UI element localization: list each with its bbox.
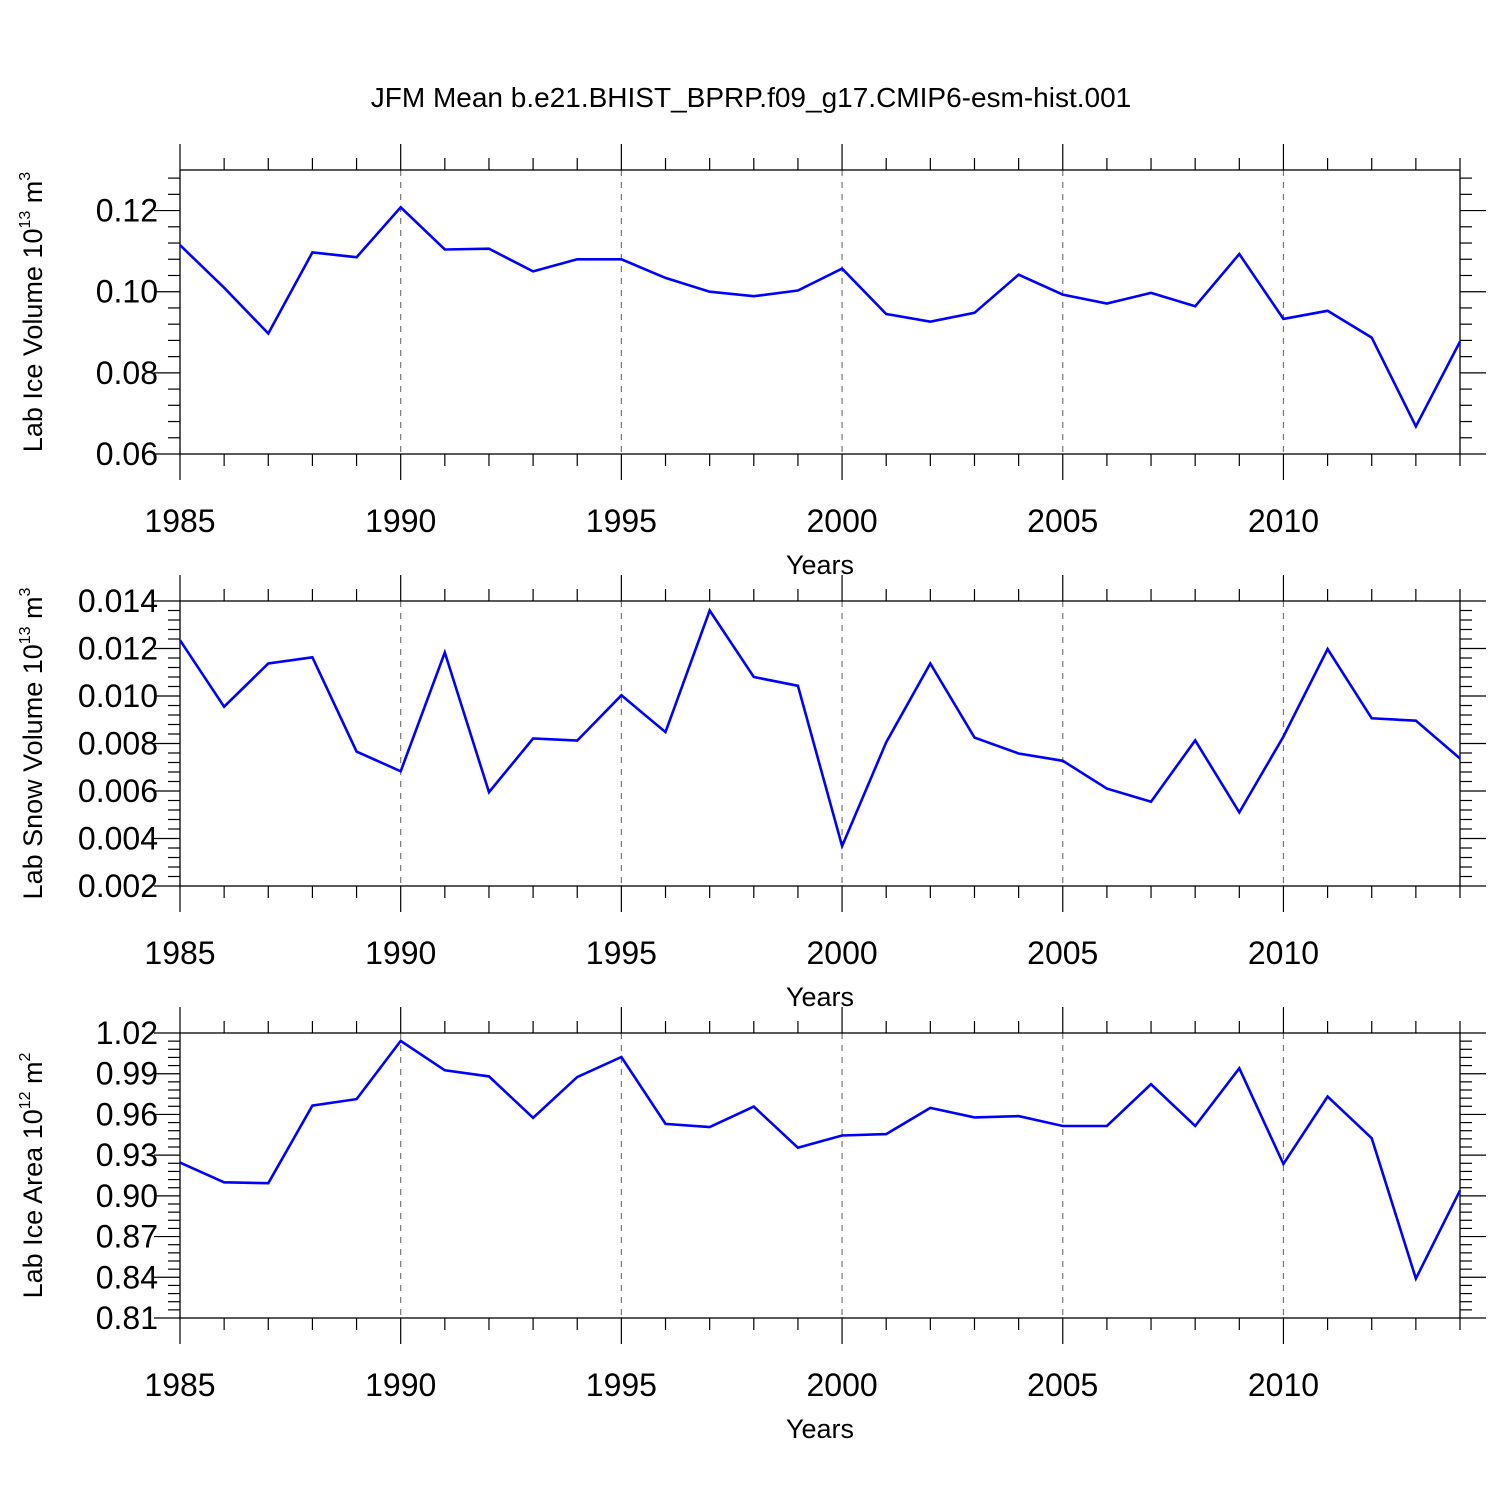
panels: 1985 1990 1995 2000 2005 2010 Years 0.06 0.08 0.1… [17,144,1486,1444]
y-axis-title-unit: m [18,596,48,626]
x-tick-label-1985: 1985 [144,503,215,539]
panel-snow-volume: 1985 1990 1995 2000 2005 2010 Years 0.002 0.004 0… [17,575,1486,1012]
y-tick-label: 0.87 [96,1219,158,1255]
x-axis-title: Years [786,550,854,580]
series-line-ice-area [179,1039,1462,1283]
x-tick-label-2000: 2000 [806,1367,877,1403]
y-axis-title-unit-exponent: 3 [17,172,34,181]
x-tick-label-1990: 1990 [365,1367,436,1403]
x-tick-label-2010: 2010 [1248,935,1319,971]
y-tick-label: 0.010 [78,678,158,714]
y-tick-label: 0.93 [96,1137,158,1173]
panel-ice-area: 1985 1990 1995 2000 2005 2010 Years 0.81 0.84 0.8… [17,1007,1486,1444]
plot-frame [179,600,1461,887]
y-tick-label: 0.012 [78,631,158,667]
series-line-ice-volume [179,205,1462,430]
x-axis-title: Years [786,982,854,1012]
y-tick-label: 0.84 [96,1259,158,1295]
y-axis-title-unit: m [18,1061,48,1091]
x-tick-label-1990: 1990 [365,503,436,539]
series-line-snow-volume [178,607,1461,851]
y-tick-label: 0.96 [96,1096,158,1132]
x-tick-label-2005: 2005 [1027,935,1098,971]
x-tick-label-1995: 1995 [586,503,657,539]
x-tick-label-2000: 2000 [806,935,877,971]
x-tick-label-2005: 2005 [1027,1367,1098,1403]
y-axis-title-text: Lab Ice Area 10 [18,1109,48,1298]
y-tick-label: 0.008 [78,726,158,762]
plot-frame [179,169,1461,455]
y-axis-title-unit-exponent: 3 [17,587,34,596]
y-axis-title-exponent: 13 [17,626,34,644]
x-tick-label-2010: 2010 [1248,503,1319,539]
y-tick-label: 0.006 [78,773,158,809]
y-tick-label: 0.99 [96,1056,158,1092]
y-tick-label: 0.004 [78,821,158,857]
panel-ice-volume: 1985 1990 1995 2000 2005 2010 Years 0.06 0.08 0.1… [17,144,1486,580]
y-tick-label: 0.06 [96,436,158,472]
y-axis-title-unit: m [18,181,48,211]
x-tick-label-1985: 1985 [144,935,215,971]
y-tick-label: 1.02 [96,1015,158,1051]
x-tick-label-2000: 2000 [806,503,877,539]
y-tick-label: 0.90 [96,1178,158,1214]
x-tick-label-1985: 1985 [144,1367,215,1403]
plot-frame [179,1032,1461,1319]
x-tick-label-2010: 2010 [1248,1367,1319,1403]
y-tick-label: 0.002 [78,868,158,904]
y-axis-title: Lab Snow Volume 1013 m3 [17,587,48,899]
x-tick-label-1990: 1990 [365,935,436,971]
x-axis-title: Years [786,1414,854,1444]
y-tick-label: 0.08 [96,355,158,391]
y-axis-title: Lab Ice Volume 1013 m3 [17,172,48,452]
x-tick-label-1995: 1995 [586,935,657,971]
x-tick-label-1995: 1995 [586,1367,657,1403]
y-axis-title: Lab Ice Area 1012 m2 [17,1052,48,1298]
y-tick-label: 0.12 [96,193,158,229]
y-tick-label: 0.81 [96,1300,158,1336]
y-axis-title-unit-exponent: 2 [17,1052,34,1061]
x-tick-label-2005: 2005 [1027,503,1098,539]
y-tick-label: 0.014 [78,583,158,619]
y-axis-title-text: Lab Ice Volume 10 [18,229,48,453]
y-axis-title-exponent: 13 [17,211,34,229]
y-tick-label: 0.10 [96,274,158,310]
figure-title: JFM Mean b.e21.BHIST_BPRP.f09_g17.CMIP6-… [371,82,1132,113]
y-axis-title-text: Lab Snow Volume 10 [18,644,48,899]
y-axis-title-exponent: 12 [17,1091,34,1109]
